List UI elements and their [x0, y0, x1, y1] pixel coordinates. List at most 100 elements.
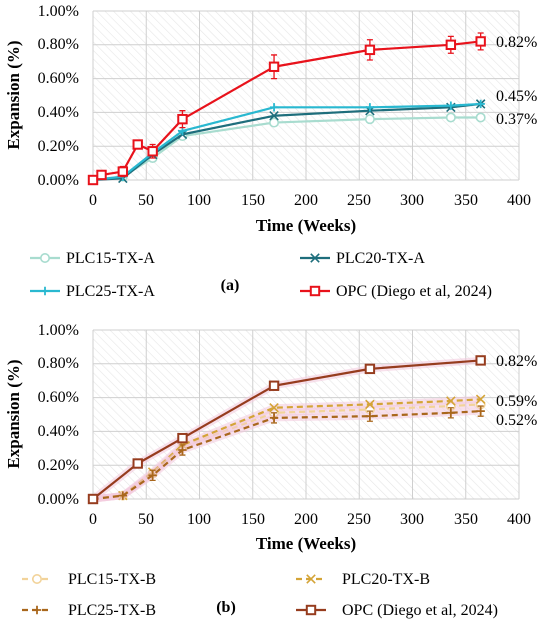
legend-marker: [309, 285, 321, 297]
y-tick-label: 0.80%: [38, 36, 79, 53]
y-tick-label: 0.40%: [38, 423, 79, 440]
data-point: [476, 99, 485, 109]
legend-marker: [306, 574, 316, 584]
legend-label: OPC (Diego et al, 2024): [342, 602, 498, 619]
marks-a: [87, 32, 486, 186]
y-tick-label: 0.20%: [38, 457, 79, 474]
x-tick-label: 250: [347, 192, 371, 209]
x-tick-label: 400: [507, 511, 531, 528]
x-tick-labels-b: 0 50 100 150 200 250 300 350 400: [89, 511, 531, 528]
x-tick-label: 200: [294, 192, 318, 209]
legend-label: PLC15-TX-B: [68, 571, 156, 588]
value-label: 0.59%: [496, 393, 537, 410]
data-point: [96, 169, 107, 181]
data-point: [268, 380, 280, 391]
legend-label: PLC20-TX-A: [336, 250, 425, 267]
data-point: [365, 411, 375, 421]
x-axis-label-b: Time (Weeks): [256, 534, 356, 553]
legend-marker: [305, 604, 317, 616]
data-point: [118, 491, 128, 500]
y-axis-label-a: Expansion (%): [4, 40, 23, 149]
data-point: [364, 44, 376, 56]
series-line: [92, 410, 481, 501]
panel-b: 0.00% 0.20% 0.40% 0.60% 0.80% 1.00% 0 50…: [4, 322, 537, 619]
data-point: [132, 458, 143, 469]
series-line: [92, 359, 481, 500]
x-tick-label: 300: [400, 192, 424, 209]
data-point: [148, 471, 157, 480]
legend-item-plc25-tx-a[interactable]: PLC25-TX-A: [30, 283, 155, 300]
x-tick-label: 350: [454, 511, 478, 528]
legend-marker: [32, 605, 42, 615]
data-point: [117, 166, 129, 177]
x-tick-label: 300: [400, 511, 424, 528]
value-label: 0.82%: [496, 353, 537, 370]
x-tick-label: 200: [294, 511, 318, 528]
data-point: [178, 445, 187, 455]
y-tick-label: 0.60%: [38, 70, 79, 87]
data-point: [475, 394, 486, 405]
y-axis-label-b: Expansion (%): [4, 359, 23, 468]
y-tick-label: 0.40%: [38, 104, 79, 121]
data-point: [87, 174, 99, 186]
data-point: [268, 61, 280, 72]
legend-marker: [31, 573, 42, 584]
legend-b: PLC15-TX-B PLC20-TX-B PLC25-TX-B OPC (Di…: [22, 571, 498, 619]
panel-a: 0.00% 0.20% 0.40% 0.60% 0.80% 1.00% 0 50…: [4, 3, 537, 300]
x-tick-label: 150: [241, 511, 265, 528]
legend-label: PLC15-TX-A: [66, 250, 155, 267]
grid-a: [92, 10, 520, 181]
series-opc-diego-et-al-2024: [87, 355, 486, 505]
data-point: [475, 112, 486, 123]
legend-item-plc15-tx-b[interactable]: PLC15-TX-B: [22, 571, 156, 588]
value-label: 0.52%: [496, 412, 537, 429]
y-tick-label: 1.00%: [38, 3, 79, 20]
legend-a: PLC15-TX-A PLC20-TX-A PLC25-TX-A OPC (Di…: [30, 250, 492, 300]
legend-item-plc15-tx-a[interactable]: PLC15-TX-A: [30, 250, 155, 267]
x-axis-label-a: Time (Weeks): [256, 216, 356, 235]
y-tick-label: 0.80%: [38, 355, 79, 372]
y-tick-label: 0.20%: [38, 138, 79, 155]
x-tick-label: 250: [347, 511, 371, 528]
legend-marker: [310, 253, 320, 263]
x-tick-labels-a: 0 50 100 150 200 250 300 350 400: [89, 192, 531, 209]
x-tick-label: 100: [187, 511, 211, 528]
data-point: [446, 396, 456, 406]
data-point: [476, 406, 485, 416]
data-point: [475, 355, 486, 366]
data-point: [446, 101, 456, 110]
legend-item-plc20-tx-a[interactable]: PLC20-TX-A: [300, 250, 425, 267]
legend-item-opc-a[interactable]: OPC (Diego et al, 2024): [300, 283, 492, 300]
legend-item-opc-b[interactable]: OPC (Diego et al, 2024): [296, 602, 498, 619]
value-label: 0.37%: [496, 111, 537, 128]
y-tick-labels-b: 0.00% 0.20% 0.40% 0.60% 0.80% 1.00%: [38, 322, 79, 508]
marks-b: [87, 355, 486, 505]
x-tick-label: 0: [89, 192, 97, 209]
data-point: [446, 408, 456, 418]
data-point: [365, 399, 375, 410]
data-point: [269, 413, 279, 423]
data-point: [177, 113, 188, 125]
legend-label: OPC (Diego et al, 2024): [336, 283, 492, 300]
data-point: [364, 363, 376, 375]
series-plc25-tx-b: [88, 405, 485, 504]
data-point: [177, 432, 188, 444]
legend-label: PLC25-TX-B: [68, 602, 156, 619]
x-tick-label: 0: [89, 511, 97, 528]
legend-item-plc25-tx-b[interactable]: PLC25-TX-B: [22, 602, 156, 619]
value-label: 0.82%: [496, 34, 537, 51]
data-point: [147, 146, 158, 157]
data-point: [364, 114, 375, 125]
legend-label: PLC20-TX-B: [342, 571, 430, 588]
y-tick-labels-a: 0.00% 0.20% 0.40% 0.60% 0.80% 1.00%: [38, 3, 79, 189]
legend-marker: [39, 253, 50, 264]
legend-item-plc20-tx-b[interactable]: PLC20-TX-B: [296, 571, 430, 588]
value-label: 0.45%: [496, 88, 537, 105]
data-point: [132, 139, 143, 150]
legend-marker: [40, 286, 50, 296]
x-tick-label: 150: [241, 192, 265, 209]
data-point: [269, 117, 280, 128]
data-point: [87, 493, 99, 505]
y-tick-label: 0.00%: [38, 491, 79, 508]
